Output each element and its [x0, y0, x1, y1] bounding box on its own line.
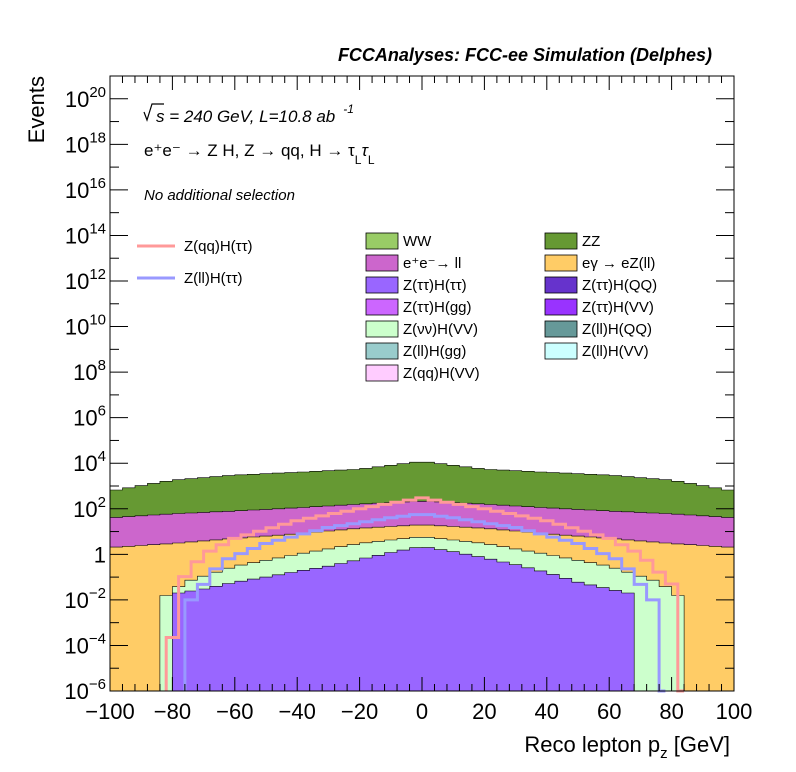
legend-fill-swatch — [544, 298, 578, 316]
x-tick-label: −80 — [154, 699, 191, 724]
legend-fill-swatch — [365, 276, 399, 294]
x-tick-label: 20 — [472, 699, 496, 724]
legend-fill-label: Z(ττ)H(QQ) — [582, 277, 657, 294]
energy-luminosity-label: s = 240 GeV, L=10.8 ab -1 — [156, 102, 354, 126]
legend-fill-swatch — [365, 232, 399, 250]
legend-fill-swatch — [365, 298, 399, 316]
x-tick-label: 0 — [416, 699, 428, 724]
overlay-line-Z(qq)H(ττ) — [164, 496, 685, 693]
legend-fill-swatch — [544, 232, 578, 250]
x-tick-label: 40 — [535, 699, 559, 724]
y-tick-label: 108 — [73, 357, 106, 385]
legend-fill-label: WW — [403, 233, 432, 250]
x-tick-label: 60 — [597, 699, 621, 724]
legend-fill-label: Z(ll)H(gg) — [403, 343, 466, 360]
y-tick-label: 1014 — [65, 220, 106, 248]
y-tick-label: 1018 — [65, 129, 106, 157]
x-axis-label: Reco lepton pz [GeV] — [524, 732, 730, 762]
legend: Z(qq)H(ττ) Z(ll)H(ττ) WW ZZ e⁺e⁻→ ll eγ → eZ(… — [137, 232, 657, 382]
legend-fill-label: Z(νν)H(VV) — [403, 321, 478, 338]
legend-fill-swatch — [544, 342, 578, 360]
legend-fill-swatch — [544, 254, 578, 272]
y-tick-label: 10−2 — [64, 585, 106, 613]
y-tick-label: 102 — [73, 494, 106, 522]
legend-line-label: Z(ll)H(ττ) — [184, 270, 243, 287]
process-label: e⁺e⁻ → Z H, Z → qq, H → τLτL — [144, 141, 375, 167]
overlay-lines — [164, 496, 685, 693]
y-tick-label: 106 — [73, 403, 106, 431]
legend-fill-swatch — [365, 342, 399, 360]
legend-fill-label: Z(ττ)H(VV) — [582, 299, 654, 316]
y-tick-label: 1012 — [65, 266, 106, 294]
legend-fill-swatch — [544, 276, 578, 294]
legend-fill-swatch — [365, 364, 399, 382]
y-axis: 10−6 10−4 10−2 1 102 104 106 108 1010 1012 1014 101… — [64, 75, 734, 704]
y-tick-label: 1020 — [65, 84, 106, 112]
y-tick-label: 10−4 — [64, 630, 106, 658]
legend-line-label: Z(qq)H(ττ) — [184, 238, 253, 255]
x-tick-label: −100 — [85, 699, 135, 724]
legend-fill-label: ZZ — [582, 233, 600, 250]
x-axis: −100 −80 −60 −40 −20 0 20 40 60 80 100 — [85, 76, 752, 724]
x-tick-label: −40 — [279, 699, 316, 724]
legend-fill-label: eγ → eZ(ll) — [582, 255, 655, 272]
chart-title: FCCAnalyses: FCC-ee Simulation (Delphes) — [338, 45, 712, 65]
legend-fill-label: Z(ττ)H(ττ) — [403, 277, 467, 294]
stacked-histograms — [109, 461, 735, 692]
stack-layer-Z(ττ)H(ττ) — [172, 547, 635, 692]
overlay-line-Z(ll)H(ττ) — [183, 513, 666, 693]
legend-fill-label: e⁺e⁻→ ll — [403, 255, 461, 272]
legend-fill-label: Z(ll)H(VV) — [582, 343, 649, 360]
legend-fill-label: Z(qq)H(VV) — [403, 365, 480, 382]
y-tick-label: 104 — [73, 448, 106, 476]
legend-fill-swatch — [544, 320, 578, 338]
x-tick-label: −20 — [341, 699, 378, 724]
y-tick-label: 1 — [94, 542, 106, 567]
x-tick-label: 100 — [716, 699, 753, 724]
x-tick-label: 80 — [659, 699, 683, 724]
sqrt-symbol — [143, 103, 164, 122]
legend-fill-swatch — [365, 320, 399, 338]
legend-fill-label: Z(ττ)H(gg) — [403, 299, 472, 316]
y-axis-label: Events — [24, 76, 49, 143]
annotations: s = 240 GeV, L=10.8 ab -1 e⁺e⁻ → Z H, Z →… — [143, 102, 375, 204]
legend-fill-swatch — [365, 254, 399, 272]
x-tick-label: −60 — [216, 699, 253, 724]
y-tick-label: 1016 — [65, 175, 106, 203]
selection-label: No additional selection — [144, 187, 295, 204]
legend-fill-label: Z(ll)H(QQ) — [582, 321, 652, 338]
y-tick-label: 1010 — [65, 312, 106, 340]
y-tick-label: 10−6 — [64, 676, 106, 704]
